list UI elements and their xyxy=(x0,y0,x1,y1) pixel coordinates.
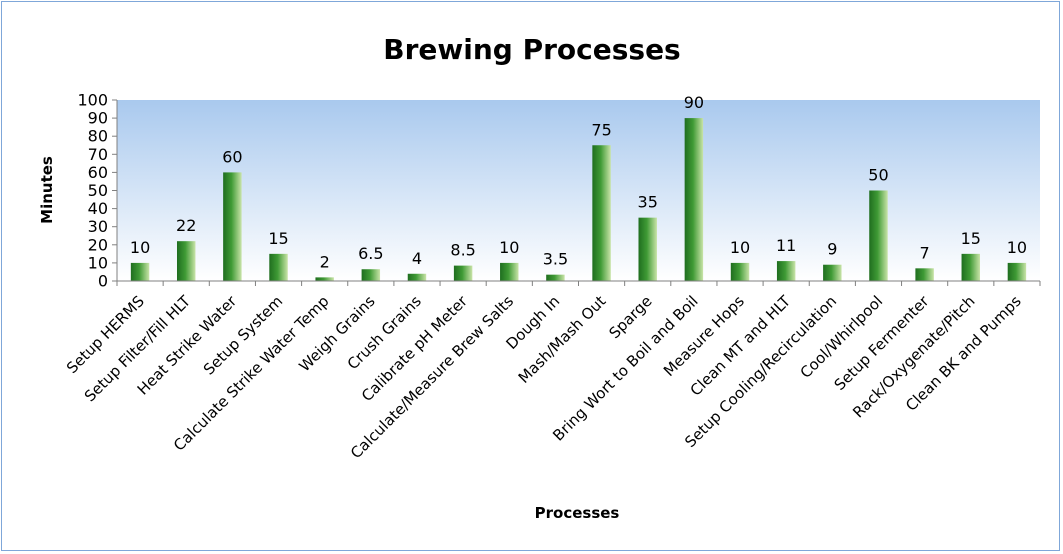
y-tick-label: 0 xyxy=(98,272,108,291)
y-tick-label: 40 xyxy=(88,199,108,218)
bar xyxy=(684,118,704,281)
bar xyxy=(176,241,196,281)
data-label: 9 xyxy=(827,240,837,259)
y-tick-label: 30 xyxy=(88,217,108,236)
x-tick-label: Setup HERMS xyxy=(63,292,148,377)
y-tick-label: 60 xyxy=(88,163,108,182)
y-tick-label: 80 xyxy=(88,127,108,146)
bar xyxy=(269,253,288,281)
bar xyxy=(869,190,888,281)
data-label: 10 xyxy=(1007,238,1027,257)
y-axis-title: Minutes xyxy=(38,156,56,224)
bar xyxy=(500,262,519,281)
y-tick-label: 90 xyxy=(88,109,108,128)
data-label: 2 xyxy=(320,252,330,271)
data-label: 4 xyxy=(412,249,422,268)
data-label: 10 xyxy=(730,238,750,257)
y-tick-label: 10 xyxy=(88,253,108,272)
bar xyxy=(592,145,611,281)
x-tick-label: Measure Hops xyxy=(660,292,748,380)
y-tick-label: 20 xyxy=(88,235,108,254)
bar xyxy=(1007,262,1027,281)
data-label: 75 xyxy=(591,120,611,139)
data-label: 7 xyxy=(920,243,930,262)
x-tick-label: Mash/Mash Out xyxy=(515,292,610,387)
data-label: 10 xyxy=(499,238,519,257)
y-tick-label: 100 xyxy=(77,91,108,110)
data-label: 11 xyxy=(776,236,796,255)
data-label: 6.5 xyxy=(358,244,383,263)
bars-group: 10 22 60 15 2 6.5 4 8.5 10 3.5 75 35 90 10 11 9 50 7 15 10 xyxy=(130,93,1027,281)
bar xyxy=(776,261,796,281)
x-tick-label: Cool/Whirlpool xyxy=(797,292,887,382)
bar xyxy=(823,264,842,281)
data-label: 35 xyxy=(638,193,658,212)
data-label: 50 xyxy=(868,166,888,185)
data-label: 90 xyxy=(684,93,704,112)
bar xyxy=(915,268,934,281)
data-label: 15 xyxy=(268,229,288,248)
x-tick-label: Setup System xyxy=(200,292,287,379)
bar xyxy=(730,262,750,281)
bar xyxy=(546,274,565,281)
data-label: 15 xyxy=(961,229,981,248)
bar xyxy=(315,277,334,281)
bar xyxy=(130,262,150,281)
bar xyxy=(961,253,981,281)
bar xyxy=(407,273,427,281)
chart-title: Brewing Processes xyxy=(383,33,680,66)
bar xyxy=(453,265,473,281)
bar xyxy=(638,217,657,281)
bar xyxy=(223,172,242,281)
data-label: 60 xyxy=(222,147,242,166)
plot-area xyxy=(117,100,1040,281)
data-label: 3.5 xyxy=(543,250,568,269)
bar xyxy=(361,269,381,281)
data-label: 8.5 xyxy=(450,241,475,260)
x-axis-title: Processes xyxy=(535,504,620,522)
data-label: 22 xyxy=(176,216,196,235)
y-tick-label: 50 xyxy=(88,181,108,200)
data-label: 10 xyxy=(130,238,150,257)
y-tick-label: 70 xyxy=(88,145,108,164)
